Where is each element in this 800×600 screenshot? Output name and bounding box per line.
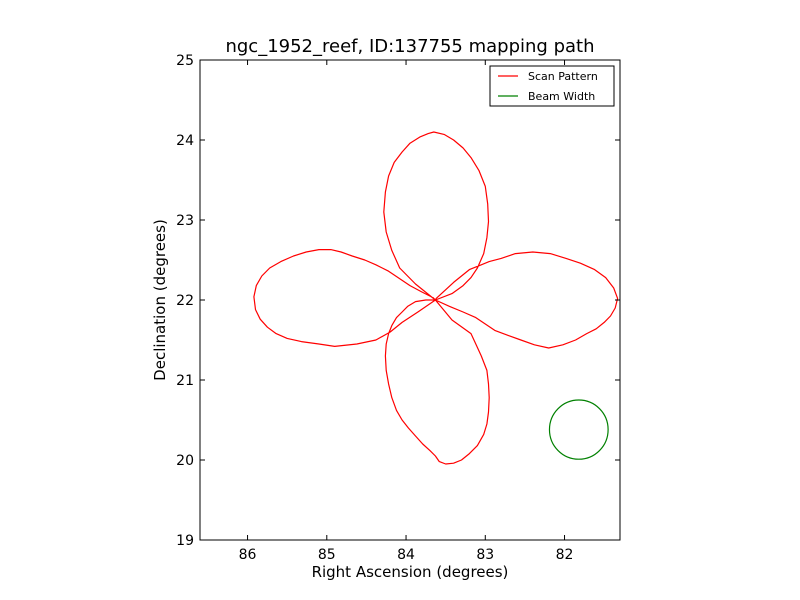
y-tick-label: 19: [176, 533, 194, 549]
plot-area: [253, 131, 619, 465]
legend-label-scan-pattern: Scan Pattern: [528, 70, 598, 83]
scan-pattern-line: [253, 131, 619, 465]
x-tick-label: 83: [476, 547, 494, 563]
y-tick-label: 21: [176, 373, 194, 389]
x-tick-label: 86: [239, 547, 257, 563]
legend-label-beam-width: Beam Width: [528, 90, 595, 103]
y-tick-label: 24: [176, 133, 194, 149]
axes-frame: [199, 59, 621, 541]
ticks: 86 85 84 83 82 19 20 21 22 23 24 25: [176, 53, 620, 563]
y-tick-label: 23: [176, 213, 194, 229]
y-tick-label: 25: [176, 53, 194, 69]
x-tick-label: 84: [397, 547, 415, 563]
x-tick-label: 85: [318, 547, 336, 563]
chart-title: ngc_1952_reef, ID:137755 mapping path: [225, 36, 594, 57]
x-axis-title: Right Ascension (degrees): [312, 563, 509, 581]
x-tick-label: 82: [556, 547, 574, 563]
y-tick-label: 20: [176, 453, 194, 469]
y-axis-title: Declination (degrees): [151, 219, 169, 381]
y-tick-label: 22: [176, 293, 194, 309]
legend: Scan Pattern Beam Width: [489, 65, 615, 107]
beam-width-circle: [548, 399, 609, 460]
legend-box: [489, 65, 615, 107]
